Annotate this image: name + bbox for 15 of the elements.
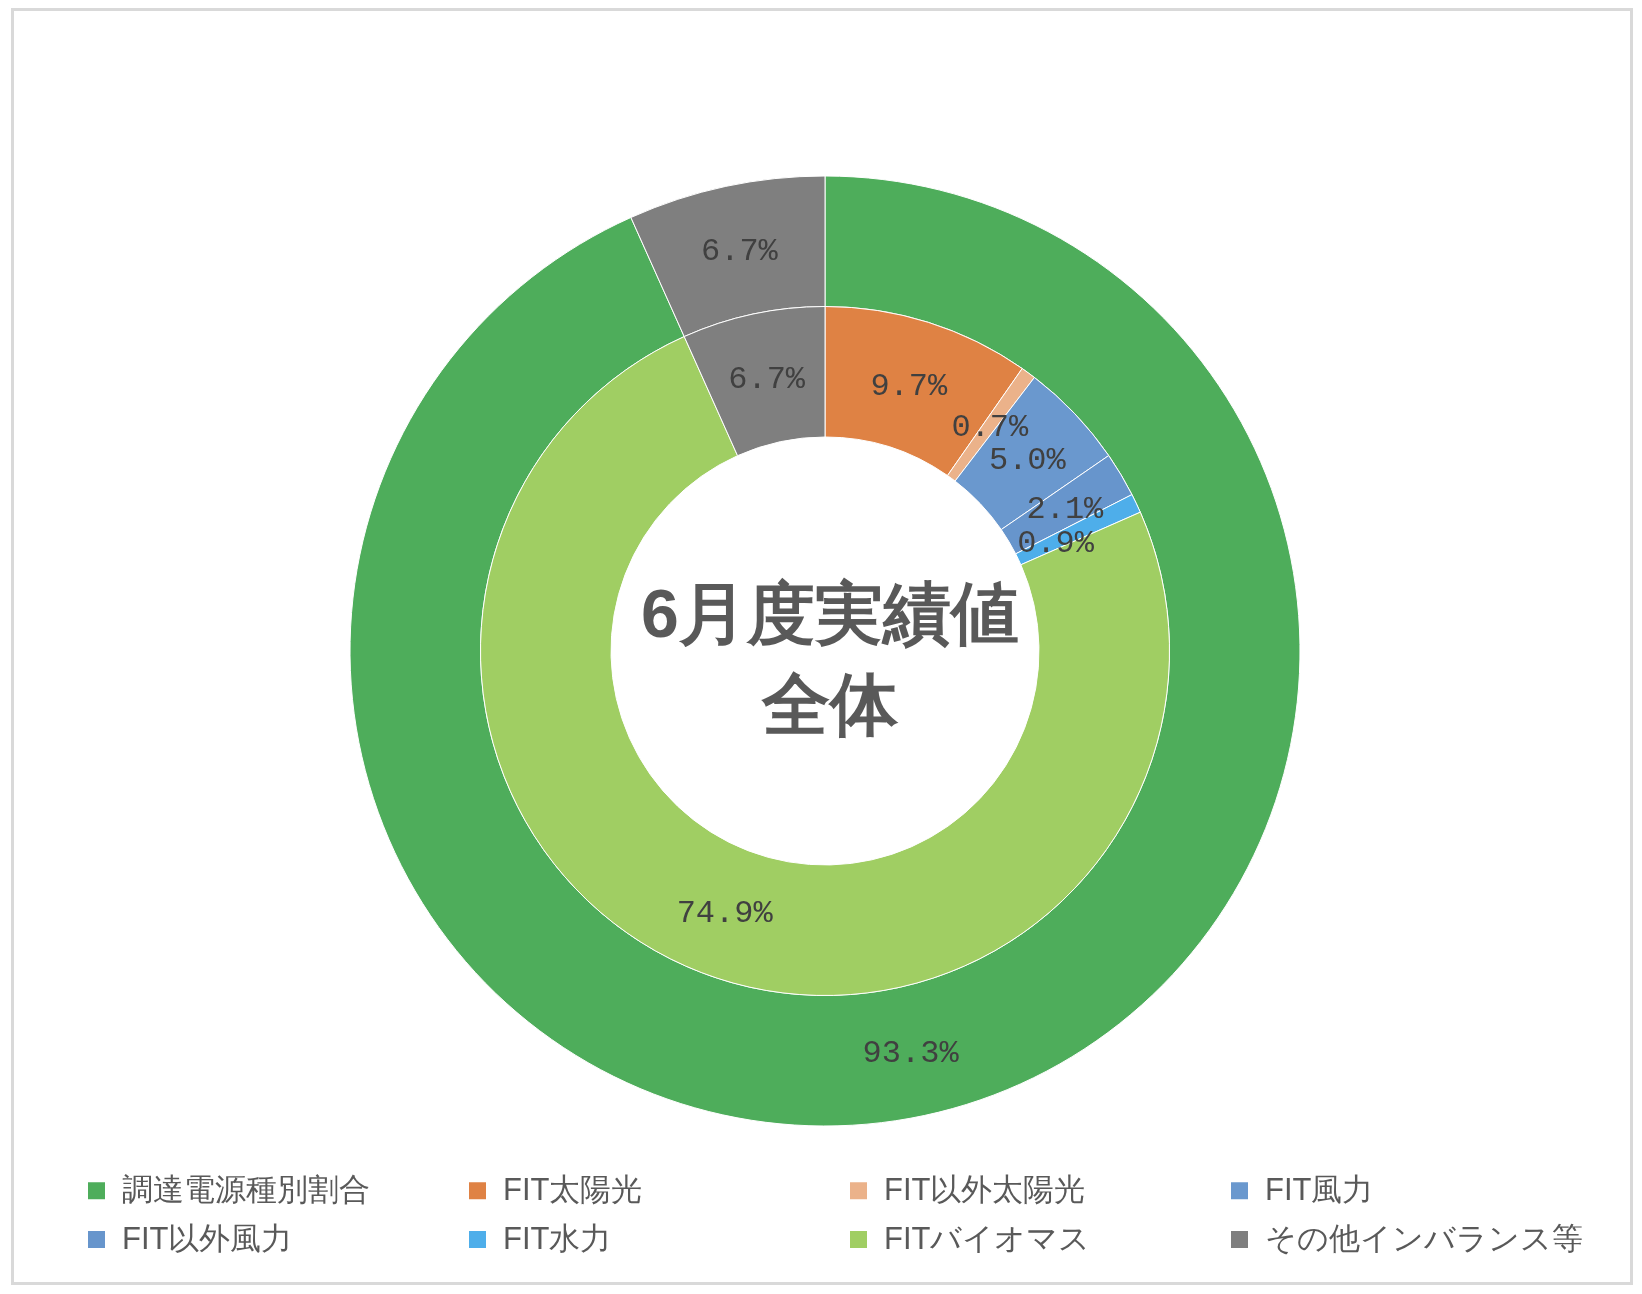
data-label: 93.3% (862, 1034, 960, 1072)
legend-label: その他インバランス等 (1265, 1220, 1583, 1256)
data-label: 6.7% (700, 233, 779, 271)
text: 6月度実績値全体 (641, 575, 1019, 742)
legend-label: FIT以外風力 (122, 1220, 293, 1256)
legend-label: 調達電源種別割合 (122, 1171, 370, 1207)
data-label: 9.7% (870, 367, 948, 405)
legend-label: FIT以外太陽光 (884, 1171, 1086, 1207)
legend-label: FITバイオマス (884, 1220, 1091, 1256)
data-label: 6.7% (728, 360, 806, 398)
data-label: 5.0% (988, 441, 1067, 479)
data-label: 74.9% (676, 894, 774, 932)
legend-label: FIT水力 (503, 1220, 612, 1256)
legend-label: FIT風力 (1265, 1171, 1374, 1207)
legend-label: FIT太陽光 (503, 1171, 643, 1207)
